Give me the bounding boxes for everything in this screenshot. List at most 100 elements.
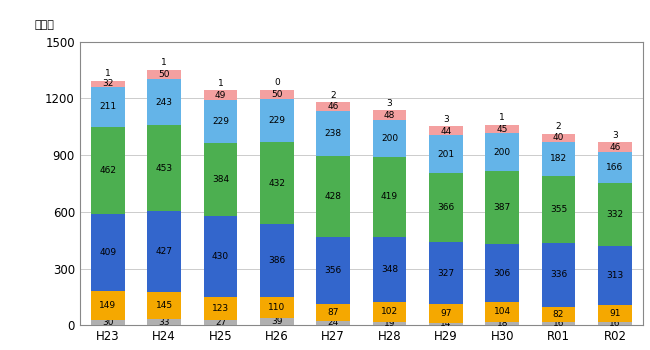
Text: 384: 384 (212, 175, 229, 184)
Text: 166: 166 (606, 163, 623, 172)
Bar (260, 224, 294, 297)
Text: 1: 1 (218, 79, 224, 88)
Bar (91, 127, 125, 214)
Bar (429, 135, 463, 173)
Text: 50: 50 (159, 70, 170, 79)
Text: 1: 1 (161, 58, 167, 68)
Bar (486, 302, 519, 322)
Text: 336: 336 (550, 271, 567, 279)
Text: 332: 332 (606, 210, 623, 219)
Bar (598, 152, 632, 183)
Bar (317, 156, 350, 237)
Text: 145: 145 (156, 301, 173, 310)
Bar (486, 125, 519, 133)
Bar (91, 291, 125, 320)
Bar (429, 173, 463, 243)
Text: 97: 97 (440, 309, 452, 318)
Text: 123: 123 (212, 304, 229, 313)
Text: 409: 409 (99, 248, 116, 257)
Bar (598, 142, 632, 152)
Bar (317, 102, 350, 111)
Bar (372, 110, 406, 120)
Text: 453: 453 (156, 163, 173, 173)
Text: 24: 24 (328, 318, 339, 328)
Text: 427: 427 (156, 247, 173, 256)
Text: 355: 355 (550, 205, 567, 214)
Bar (598, 246, 632, 305)
Bar (203, 297, 237, 320)
Text: 432: 432 (268, 179, 285, 188)
Text: 16: 16 (609, 319, 621, 328)
Text: 16: 16 (552, 319, 564, 328)
Bar (91, 320, 125, 325)
Text: 27: 27 (215, 318, 226, 327)
Bar (429, 304, 463, 323)
Bar (148, 125, 181, 211)
Bar (541, 142, 575, 176)
Bar (148, 70, 181, 79)
Bar (486, 171, 519, 244)
Bar (429, 323, 463, 325)
Text: 386: 386 (268, 256, 285, 265)
Bar (148, 79, 181, 125)
Bar (91, 87, 125, 127)
Text: 419: 419 (381, 193, 398, 202)
Bar (91, 80, 125, 87)
Text: 32: 32 (102, 79, 114, 88)
Bar (429, 126, 463, 135)
Bar (598, 183, 632, 246)
Bar (372, 322, 406, 325)
Text: 430: 430 (212, 252, 229, 261)
Text: 462: 462 (99, 166, 116, 175)
Text: 50: 50 (271, 90, 283, 99)
Bar (317, 237, 350, 304)
Text: 327: 327 (437, 269, 454, 278)
Bar (203, 143, 237, 216)
Text: 30: 30 (102, 318, 114, 327)
Text: 0: 0 (274, 78, 280, 88)
Bar (486, 244, 519, 302)
Text: 82: 82 (553, 310, 564, 319)
Text: 229: 229 (212, 117, 229, 126)
Text: 45: 45 (497, 125, 508, 134)
Bar (203, 216, 237, 297)
Bar (148, 292, 181, 319)
Text: 313: 313 (606, 271, 623, 280)
Bar (429, 243, 463, 304)
Bar (372, 237, 406, 302)
Text: 1: 1 (499, 113, 505, 122)
Bar (91, 214, 125, 291)
Text: 2: 2 (330, 91, 336, 100)
Text: 87: 87 (328, 308, 339, 317)
Bar (203, 90, 237, 100)
Text: 14: 14 (440, 319, 452, 328)
Bar (486, 322, 519, 325)
Bar (598, 305, 632, 322)
Bar (486, 133, 519, 171)
Bar (598, 322, 632, 325)
Text: 1: 1 (105, 69, 110, 78)
Text: 201: 201 (437, 150, 454, 159)
Text: 356: 356 (324, 266, 342, 275)
Text: 48: 48 (384, 111, 395, 120)
Bar (317, 321, 350, 325)
Text: 102: 102 (381, 307, 398, 316)
Bar (541, 176, 575, 243)
Bar (541, 322, 575, 325)
Text: 238: 238 (324, 129, 342, 138)
Text: 19: 19 (384, 319, 395, 328)
Bar (260, 142, 294, 224)
Bar (203, 320, 237, 325)
Bar (260, 99, 294, 142)
Text: 200: 200 (381, 134, 398, 143)
Text: 46: 46 (328, 102, 339, 111)
Bar (541, 243, 575, 307)
Text: 91: 91 (609, 309, 621, 318)
Text: 182: 182 (550, 154, 567, 163)
Text: 3: 3 (387, 99, 393, 108)
Text: 44: 44 (440, 127, 452, 135)
Bar (541, 307, 575, 322)
Text: 18: 18 (497, 319, 508, 328)
Bar (148, 211, 181, 292)
Bar (372, 158, 406, 237)
